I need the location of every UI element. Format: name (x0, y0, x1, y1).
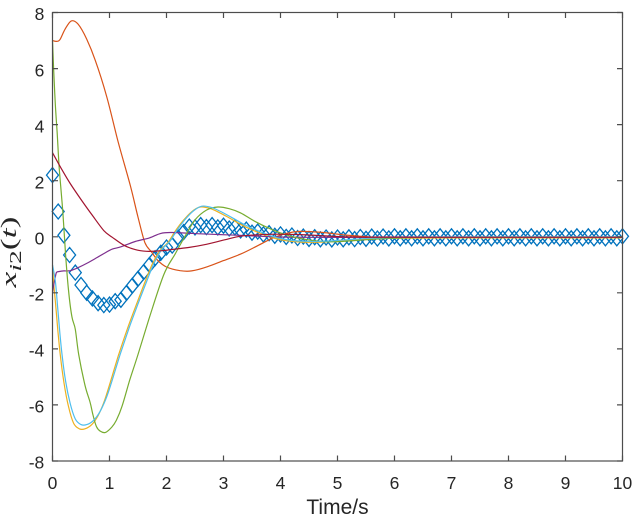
svg-text:8: 8 (504, 473, 514, 493)
svg-text:2: 2 (162, 473, 172, 493)
svg-text:-6: -6 (29, 397, 45, 417)
svg-text:xi2(t): xi2(t) (0, 217, 25, 289)
svg-text:Time/s: Time/s (306, 496, 368, 519)
svg-text:1: 1 (105, 473, 115, 493)
svg-text:0: 0 (35, 228, 45, 248)
svg-text:7: 7 (447, 473, 457, 493)
svg-text:8: 8 (35, 4, 45, 24)
svg-text:4: 4 (35, 116, 45, 136)
svg-text:4: 4 (276, 473, 286, 493)
svg-text:-2: -2 (29, 285, 45, 305)
svg-text:3: 3 (219, 473, 229, 493)
svg-text:5: 5 (333, 473, 343, 493)
svg-text:9: 9 (561, 473, 571, 493)
svg-text:-8: -8 (29, 453, 45, 473)
svg-text:6: 6 (390, 473, 400, 493)
svg-text:0: 0 (48, 473, 58, 493)
svg-text:6: 6 (35, 60, 45, 80)
svg-text:10: 10 (613, 473, 633, 493)
svg-text:-4: -4 (29, 341, 45, 361)
svg-text:2: 2 (35, 172, 45, 192)
